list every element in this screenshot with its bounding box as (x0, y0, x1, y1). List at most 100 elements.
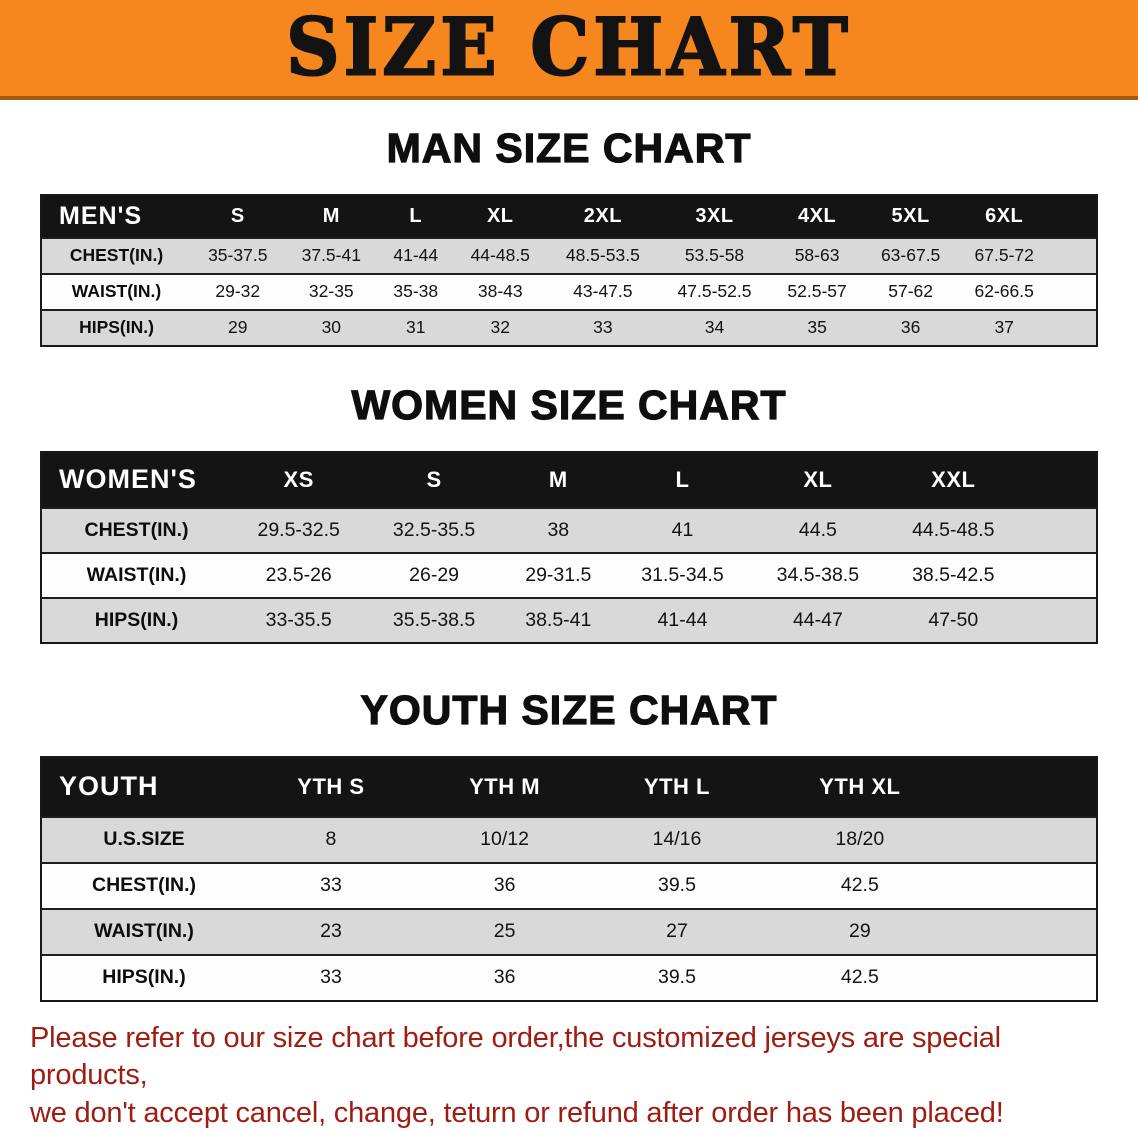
size-value-cell: 27 (666, 920, 688, 943)
size-column-header: L (409, 204, 423, 227)
table-row: WAIST(IN.) 23 25 27 29 (41, 908, 1097, 955)
size-value-cell: 36 (493, 874, 516, 897)
size-value-cell: 32 (490, 317, 510, 338)
size-value-cell: 43-47.5 (573, 281, 633, 302)
size-value-cell: 35.5-38.5 (392, 608, 476, 631)
size-column-header: M (548, 466, 568, 492)
size-value-cell: 42.5 (840, 966, 879, 989)
size-value-cell: 18/20 (835, 828, 885, 851)
table-row: CHEST(IN.) 33 36 39.5 42.5 (41, 862, 1097, 909)
size-column-header: YTH L (643, 773, 710, 799)
disclaimer-line: Please refer to our size chart before or… (30, 1021, 1001, 1092)
header-row: MEN'S S M L XL 2XL 3XL 4XL 5XL 6XL (41, 194, 1097, 238)
size-value-cell: 41 (671, 518, 694, 541)
table-title-cell: WOMEN'S (59, 464, 197, 495)
filler-cell (959, 863, 1097, 909)
size-value-cell: 14/16 (652, 828, 702, 851)
size-column-header: YTH M (469, 773, 541, 799)
size-column-header: XL (803, 466, 833, 492)
size-value-cell: 38.5-42.5 (912, 563, 995, 586)
size-value-cell: 29 (848, 920, 871, 943)
size-value-cell: 33 (320, 966, 342, 989)
size-chart-title: SIZE CHART (285, 2, 852, 94)
man-size-chart-heading: MAN SIZE CHART (386, 124, 752, 171)
size-value-cell: 42.5 (840, 874, 879, 897)
size-value-cell: 23.5-26 (265, 563, 332, 586)
row-label: U.S.SIZE (103, 828, 185, 851)
size-value-cell: 48.5-53.5 (565, 245, 640, 266)
size-column-header: YTH S (297, 773, 365, 799)
table-title-cell: MEN'S (59, 201, 143, 230)
size-value-cell: 53.5-58 (684, 245, 745, 266)
size-value-cell: 32-35 (308, 281, 354, 302)
size-column-header: YTH XL (819, 773, 901, 799)
size-value-cell: 62-66.5 (974, 281, 1034, 302)
size-value-cell: 34.5-38.5 (776, 563, 860, 586)
size-value-cell: 41-44 (657, 608, 708, 631)
disclaimer-line: we don't accept cancel, change, teturn o… (30, 1097, 1004, 1130)
disclaimer: Please refer to our size chart before or… (30, 1020, 1110, 1133)
size-value-cell: 67.5-72 (974, 245, 1034, 266)
table-row: U.S.SIZE 8 10/12 14/16 18/20 (41, 816, 1097, 863)
row-label: HIPS(IN.) (79, 317, 154, 338)
filler-cell (959, 757, 1097, 817)
size-value-cell: 38.5-41 (525, 608, 592, 631)
size-value-cell: 10/12 (480, 828, 529, 851)
size-value-cell: 23 (320, 920, 342, 943)
size-value-cell: 34 (704, 317, 725, 338)
size-value-cell: 44.5-48.5 (912, 518, 995, 541)
size-value-cell: 32.5-35.5 (392, 518, 476, 541)
size-value-cell: 31 (406, 317, 426, 338)
size-value-cell: 37.5-41 (301, 245, 361, 266)
size-value-cell: 8 (325, 828, 337, 851)
size-column-header: S (426, 466, 442, 492)
size-value-cell: 33 (593, 317, 613, 338)
size-value-cell: 33-35.5 (265, 608, 332, 631)
men-size-table: MEN'S S M L XL 2XL 3XL 4XL 5XL 6XL CHEST(IN.) 35-37… (40, 193, 1098, 347)
women-size-chart-heading: WOMEN SIZE CHART (351, 381, 787, 428)
size-value-cell: 39.5 (657, 966, 696, 989)
size-column-header: 4XL (798, 204, 837, 227)
size-column-header: L (675, 466, 690, 492)
size-column-header: XXL (931, 466, 976, 492)
size-value-cell: 52.5-57 (787, 281, 847, 302)
filler-cell (1051, 274, 1097, 310)
row-label: WAIST(IN.) (86, 563, 187, 586)
size-chart-banner: SIZE CHART (0, 0, 1138, 100)
size-value-cell: 47-50 (928, 608, 979, 631)
size-value-cell: 25 (493, 920, 516, 943)
size-value-cell: 35-37.5 (208, 245, 268, 266)
youth-size-chart-heading: YOUTH SIZE CHART (360, 686, 778, 733)
filler-cell (959, 817, 1097, 863)
size-value-cell: 57-62 (888, 281, 933, 302)
size-value-cell: 38 (547, 518, 570, 541)
table-row: HIPS(IN.) 33 36 39.5 42.5 (41, 954, 1097, 1001)
filler-cell (1051, 310, 1097, 346)
table-row: HIPS(IN.) 29 30 31 32 33 34 35 36 37 (41, 309, 1097, 346)
size-value-cell: 26-29 (409, 563, 460, 586)
table-row: WAIST(IN.) 23.5-26 26-29 29-31.5 31.5-34.5 34… (41, 552, 1097, 598)
size-value-cell: 58-63 (794, 245, 840, 266)
table-row: WAIST(IN.) 29-32 32-35 35-38 38-43 43-47.5 47.… (41, 273, 1097, 310)
size-value-cell: 30 (321, 317, 342, 338)
size-value-cell: 29 (228, 317, 248, 338)
size-value-cell: 41-44 (393, 245, 439, 266)
row-label: CHEST(IN.) (84, 518, 189, 541)
size-value-cell: 35 (807, 317, 827, 338)
filler-cell (1021, 508, 1097, 553)
filler-cell (1021, 598, 1097, 643)
women-size-table: WOMEN'S XS S M L XL XXL CHEST(IN.) 29.5-32.5 32.5… (40, 450, 1098, 644)
size-column-header: XS (283, 466, 314, 492)
size-column-header: 3XL (695, 204, 734, 227)
filler-cell (1021, 452, 1097, 508)
size-value-cell: 44-48.5 (470, 245, 530, 266)
row-label: WAIST(IN.) (71, 281, 162, 302)
row-label: WAIST(IN.) (94, 920, 194, 943)
table-title-cell: YOUTH (59, 771, 159, 802)
size-value-cell: 39.5 (657, 874, 696, 897)
size-value-cell: 44-47 (792, 608, 843, 631)
size-value-cell: 29-32 (215, 281, 261, 302)
size-value-cell: 38-43 (477, 281, 523, 302)
header-row: WOMEN'S XS S M L XL XXL (41, 451, 1097, 508)
filler-cell (959, 955, 1097, 1001)
